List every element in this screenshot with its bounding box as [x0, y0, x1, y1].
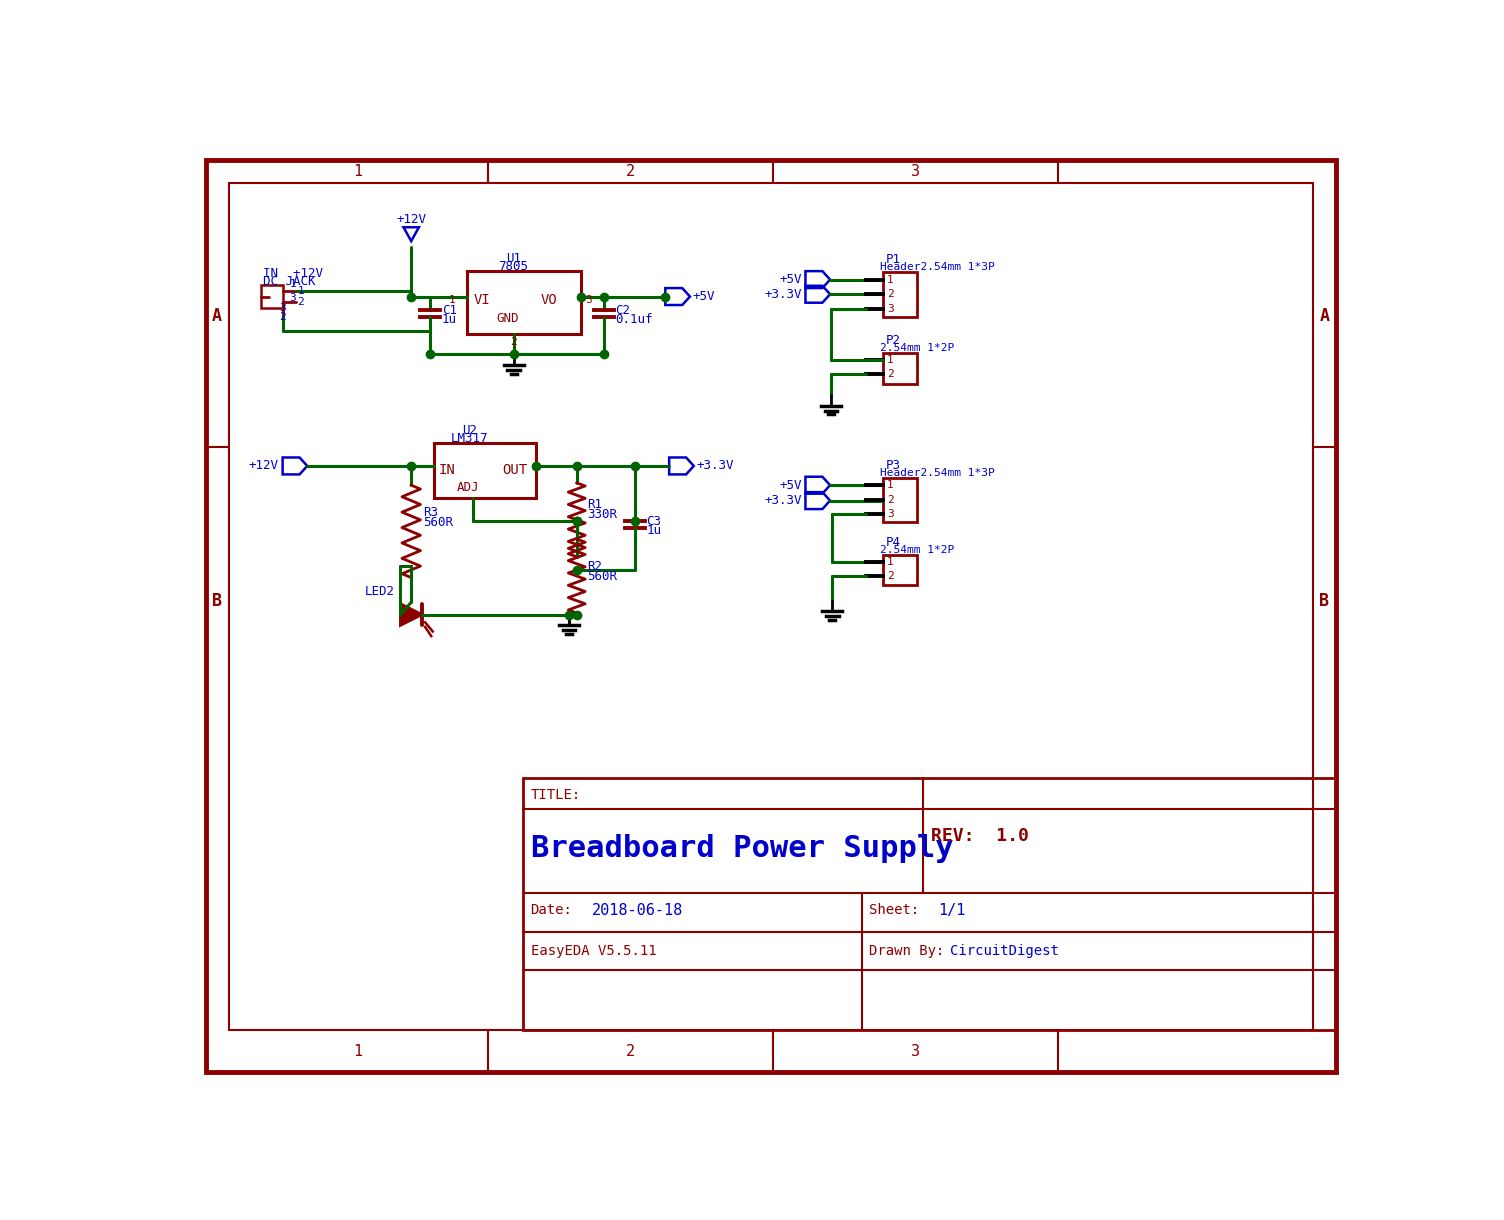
Text: A: A [212, 306, 223, 325]
Text: 2: 2 [626, 1043, 635, 1059]
Text: 2: 2 [887, 571, 893, 581]
Text: U1: U1 [507, 253, 520, 265]
Text: P4: P4 [886, 536, 901, 549]
Text: 2: 2 [887, 495, 893, 505]
Text: EasyEDA V5.5.11: EasyEDA V5.5.11 [531, 944, 656, 958]
Text: 2: 2 [887, 289, 893, 299]
Text: 1: 1 [450, 295, 456, 305]
Text: CircuitDigest: CircuitDigest [951, 944, 1059, 958]
Bar [468, 271, 582, 334]
Text: VO: VO [540, 293, 558, 307]
Text: R3: R3 [423, 505, 438, 518]
Text: 3: 3 [911, 165, 920, 179]
Bar [883, 353, 917, 383]
Text: +5V: +5V [779, 478, 802, 492]
Text: +5V: +5V [692, 290, 714, 303]
Text: TITLE:: TITLE: [531, 788, 581, 802]
Text: 3: 3 [887, 304, 893, 314]
Text: A: A [1319, 306, 1330, 325]
Text: 2: 2 [887, 370, 893, 379]
Text: 0.1uf: 0.1uf [615, 314, 653, 326]
Text: 1u: 1u [647, 525, 662, 537]
Text: 560R: 560R [423, 516, 453, 528]
Text: 2: 2 [510, 337, 517, 346]
Text: 1: 1 [887, 274, 893, 284]
Text: +3.3V: +3.3V [764, 494, 802, 508]
Text: GND: GND [496, 312, 519, 326]
Text: IN: IN [439, 462, 456, 477]
Text: LM317: LM317 [451, 432, 489, 445]
Text: +12V: +12V [248, 460, 278, 472]
Text: Breadboard Power Supply: Breadboard Power Supply [531, 834, 954, 863]
Text: Date:: Date: [531, 903, 573, 917]
Text: VI: VI [474, 293, 490, 307]
Text: 2: 2 [626, 165, 635, 179]
Text: 3: 3 [585, 295, 593, 305]
Text: 2: 2 [298, 296, 304, 307]
Text: R2: R2 [588, 560, 603, 572]
Text: 7805: 7805 [499, 260, 528, 273]
Text: Drawn By:: Drawn By: [869, 944, 945, 958]
Text: 1u: 1u [442, 314, 457, 326]
Text: C1: C1 [442, 304, 457, 317]
Text: DC JACK: DC JACK [263, 276, 316, 288]
Bar [435, 443, 535, 498]
Text: 1: 1 [887, 355, 893, 366]
Text: B: B [1319, 592, 1330, 610]
Text: 3: 3 [911, 1043, 920, 1059]
Text: +3.3V: +3.3V [696, 460, 734, 472]
Text: Header2.54mm 1*3P: Header2.54mm 1*3P [880, 468, 994, 478]
Bar [883, 272, 917, 316]
Text: +5V: +5V [779, 273, 802, 287]
Text: 1/1: 1/1 [938, 903, 966, 917]
Text: 1: 1 [298, 287, 304, 296]
Text: P2: P2 [886, 334, 901, 346]
Text: C3: C3 [647, 515, 662, 528]
Text: Sheet:: Sheet: [869, 903, 919, 917]
Text: 3: 3 [290, 293, 296, 303]
Text: 1: 1 [887, 558, 893, 567]
Text: C2: C2 [615, 304, 630, 317]
Polygon shape [400, 604, 423, 626]
Text: U2: U2 [462, 425, 477, 437]
Bar [883, 477, 917, 522]
Text: REV:  1.0: REV: 1.0 [931, 827, 1029, 844]
Text: Header2.54mm 1*3P: Header2.54mm 1*3P [880, 262, 994, 272]
Text: R1: R1 [588, 498, 603, 511]
Bar [883, 555, 917, 586]
Text: +12V: +12V [396, 214, 426, 226]
Text: ADJ: ADJ [457, 481, 480, 494]
Text: 3: 3 [887, 510, 893, 520]
Bar [262, 285, 283, 309]
Text: 560R: 560R [588, 570, 618, 583]
Text: LED2: LED2 [365, 584, 396, 598]
Text: 1: 1 [887, 481, 893, 490]
Text: 1: 1 [353, 1043, 362, 1059]
Text: 2.54mm 1*2P: 2.54mm 1*2P [880, 545, 955, 555]
Text: 1: 1 [290, 279, 296, 289]
Text: 2018-06-18: 2018-06-18 [593, 903, 683, 917]
Text: 330R: 330R [588, 508, 618, 521]
Text: B: B [212, 592, 223, 610]
Text: P3: P3 [886, 459, 901, 472]
Text: 2.54mm 1*2P: 2.54mm 1*2P [880, 343, 955, 353]
Text: +3.3V: +3.3V [764, 288, 802, 301]
Text: 2: 2 [278, 312, 286, 322]
Bar [523, 778, 1336, 1031]
Text: 3: 3 [278, 303, 286, 314]
Text: IN  +12V: IN +12V [263, 267, 323, 279]
Text: 1: 1 [353, 165, 362, 179]
Text: P1: P1 [886, 253, 901, 266]
Text: OUT: OUT [502, 462, 528, 477]
